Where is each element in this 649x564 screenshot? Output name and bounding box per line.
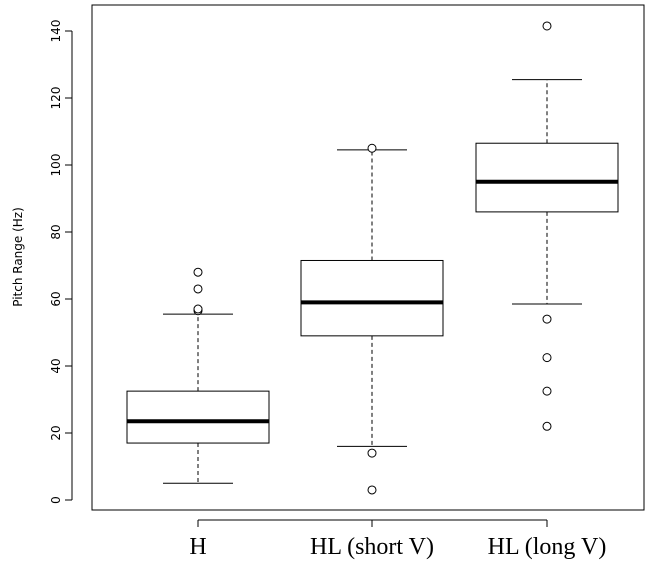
y-tick-label-60: 60 [49, 291, 63, 306]
outlier-point [193, 284, 203, 294]
outlier-point [542, 421, 552, 431]
box-2 [300, 143, 444, 495]
y-axis-label: Pitch Range (Hz) [11, 207, 25, 307]
outlier-point [542, 314, 552, 324]
x-tick-label-3: HL (long V) [488, 534, 607, 560]
box-1 [126, 267, 270, 484]
y-axis: 0 20 40 60 80 100 120 140 [49, 20, 73, 504]
iqr-box [300, 259, 444, 337]
outlier-point [193, 304, 203, 314]
x-tick-label-1: H [189, 534, 206, 560]
x-axis: H HL (short V) HL (long V) [189, 519, 607, 560]
outlier-point [367, 143, 377, 153]
outlier-point [542, 386, 552, 396]
x-tick-label-2: HL (short V) [310, 534, 434, 560]
outlier-point [542, 353, 552, 363]
iqr-box [475, 142, 619, 213]
y-tick-label-40: 40 [49, 358, 63, 373]
plot-frame [91, 4, 645, 511]
y-tick-label-140: 140 [49, 20, 63, 43]
y-tick-label-0: 0 [49, 496, 63, 504]
outlier-point [542, 21, 552, 31]
outlier-point [367, 448, 377, 458]
y-tick-label-80: 80 [49, 224, 63, 239]
outlier-point [193, 267, 203, 277]
boxes [126, 21, 619, 495]
box-3 [475, 21, 619, 431]
y-tick-label-120: 120 [49, 87, 63, 110]
y-tick-label-100: 100 [49, 154, 63, 177]
outlier-point [367, 485, 377, 495]
y-tick-label-20: 20 [49, 425, 63, 440]
iqr-box [126, 390, 270, 444]
